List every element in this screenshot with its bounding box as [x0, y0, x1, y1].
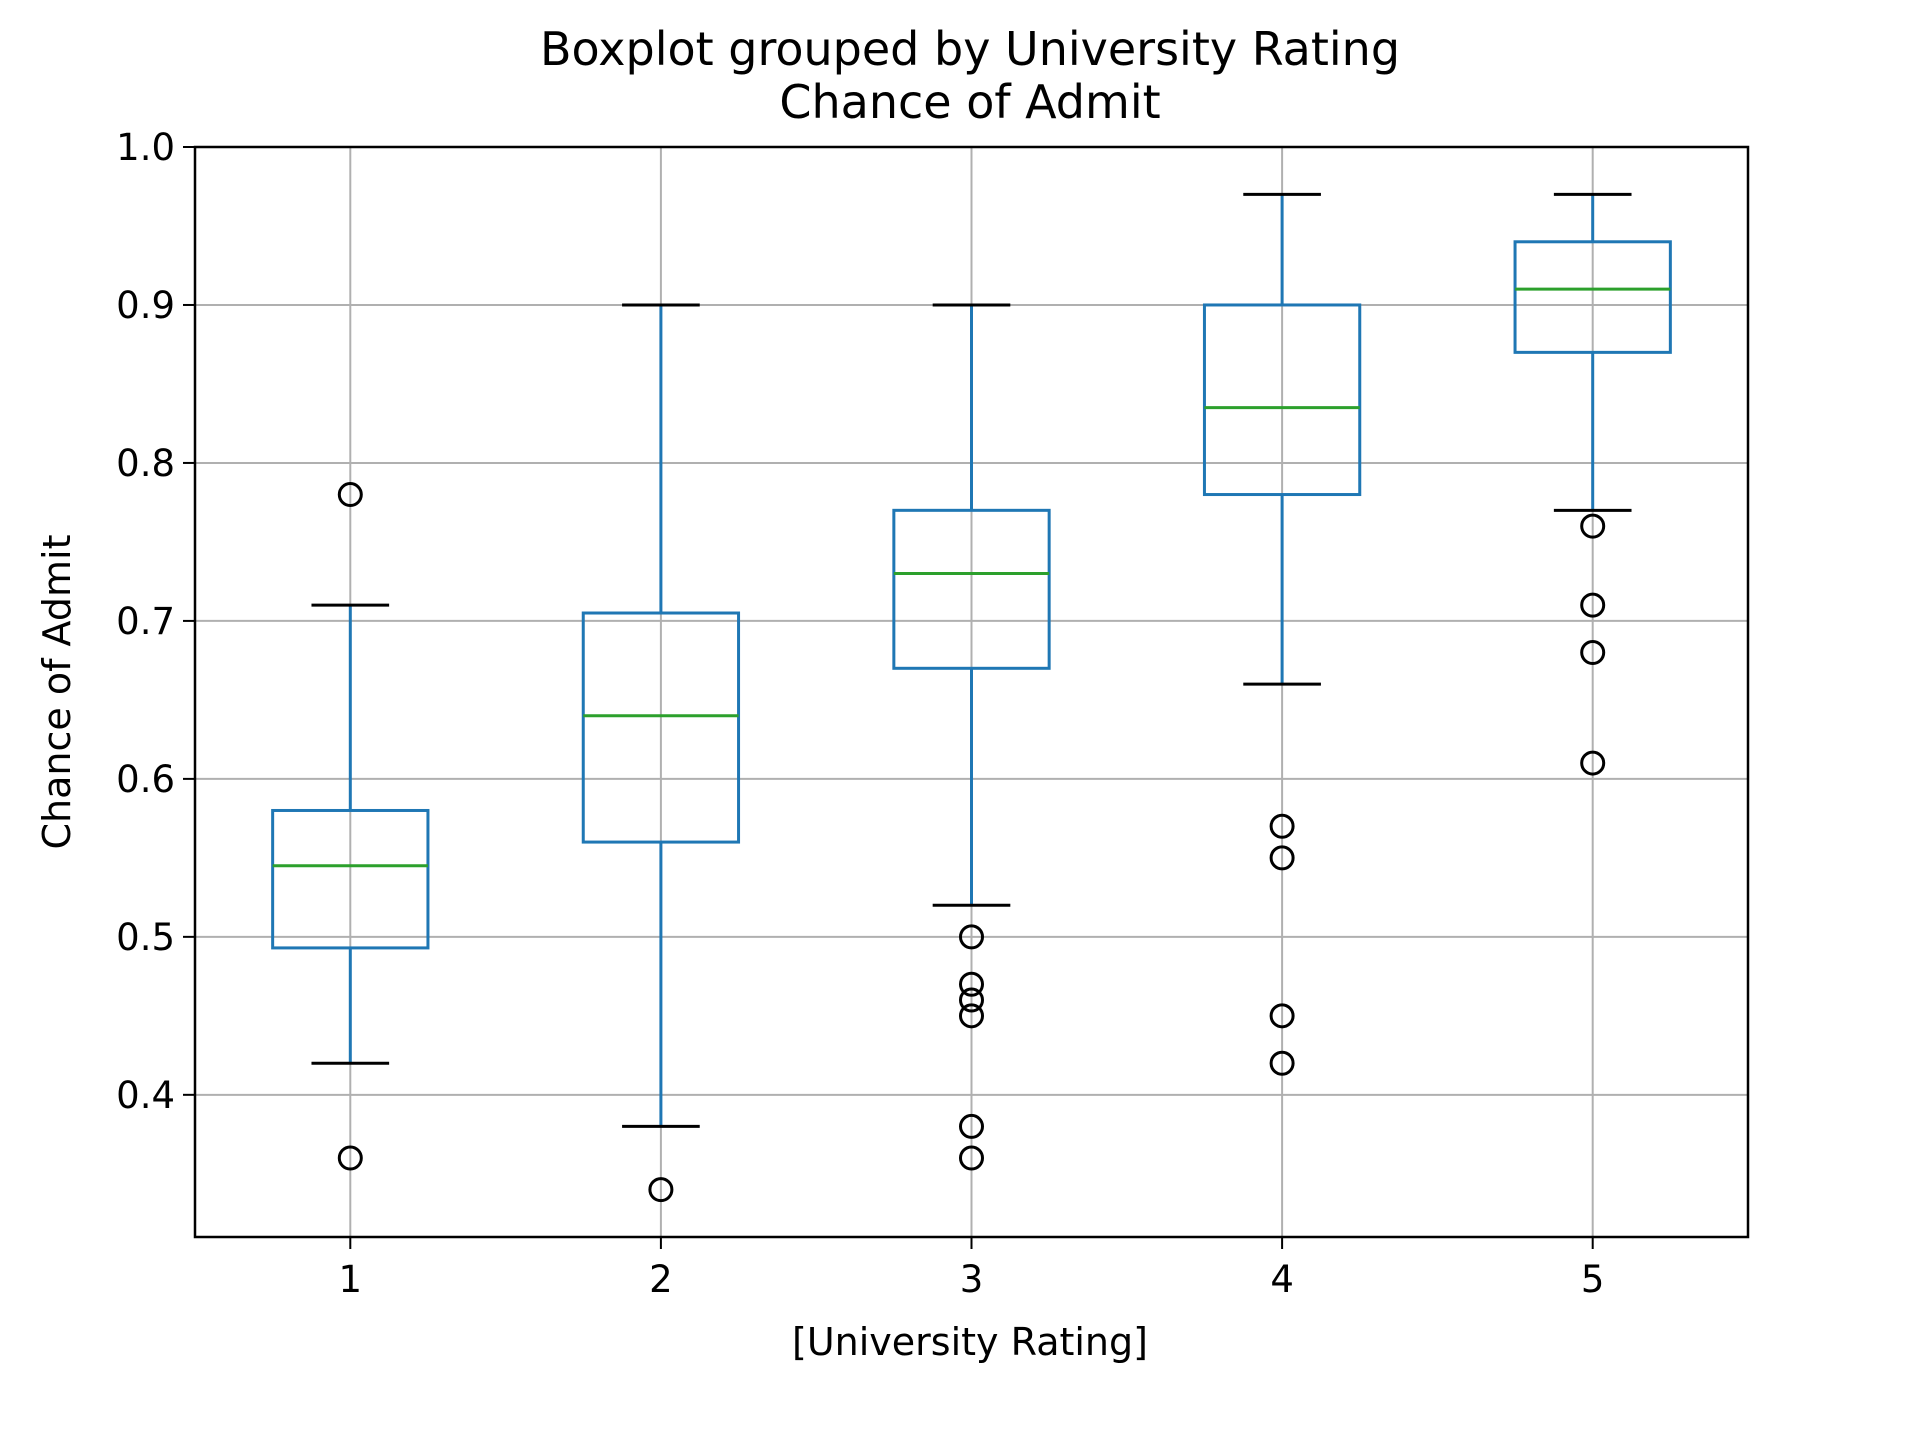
outlier-point [959, 1113, 984, 1139]
outlier-point [1269, 845, 1295, 871]
plot-frame [193, 145, 1750, 1239]
x-tick-label: 3 [960, 1258, 984, 1301]
y-tick-label: 0.9 [116, 284, 175, 327]
ticks: 0.4 0.5 0.6 0.7 0.8 0.9 1.0 1 2 3 4 5 [116, 126, 1604, 1301]
outlier-point [1269, 1003, 1295, 1029]
outlier-point [1269, 1050, 1295, 1076]
outlier-point [648, 1177, 674, 1203]
x-axis-label: [University Rating] [792, 1320, 1148, 1364]
outlier-point [959, 971, 984, 997]
outlier-point [1580, 750, 1606, 776]
outlier-point [959, 924, 984, 950]
outlier-point [959, 1003, 984, 1029]
outlier-point [1269, 813, 1295, 839]
x-tick-label: 5 [1581, 1258, 1605, 1301]
y-tick-label: 0.6 [116, 758, 175, 801]
chart-subtitle: Chance of Admit [779, 75, 1160, 129]
y-tick-label: 0.8 [116, 442, 175, 485]
y-tick-label: 1.0 [116, 126, 175, 169]
iqr-box [892, 508, 1051, 670]
iqr-box [581, 611, 741, 844]
outlier-point [1580, 513, 1606, 539]
chart-title: Boxplot grouped by University Rating [540, 22, 1400, 76]
y-tick-label: 0.5 [116, 916, 175, 959]
x-tick-label: 4 [1270, 1258, 1294, 1301]
y-tick-label: 0.7 [116, 600, 175, 643]
iqr-box [1513, 240, 1672, 354]
x-tick-label: 2 [649, 1258, 673, 1301]
boxes [271, 192, 1672, 1203]
outlier-point [1580, 592, 1606, 618]
iqr-box [271, 808, 430, 950]
y-axis-label: Chance of Admit [35, 535, 79, 850]
outlier-point [959, 987, 984, 1013]
outlier-point [1580, 640, 1606, 666]
outlier-point [337, 1145, 363, 1171]
outlier-point [959, 1145, 984, 1171]
iqr-box [1202, 303, 1362, 497]
x-tick-label: 1 [339, 1258, 363, 1301]
outlier-point [337, 482, 363, 508]
y-tick-label: 0.4 [116, 1074, 175, 1117]
